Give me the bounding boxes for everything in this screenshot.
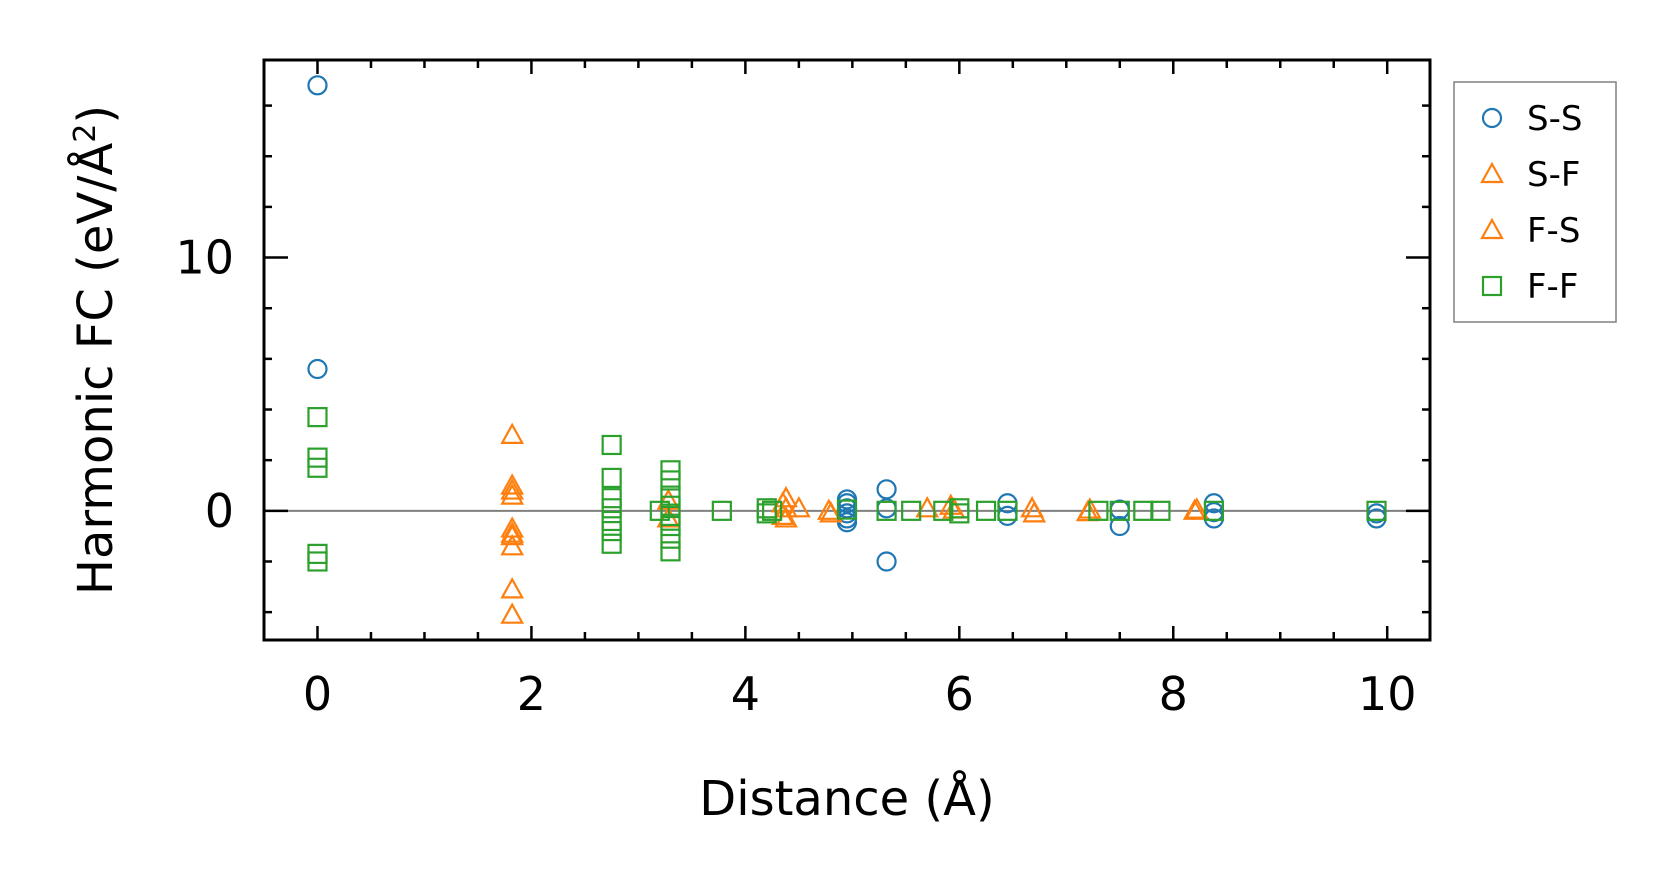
data-point <box>601 488 622 509</box>
data-point <box>1203 500 1225 521</box>
data-point <box>601 467 622 489</box>
legend-label: S-S <box>1527 99 1582 139</box>
data-point <box>660 460 681 481</box>
data-point <box>500 534 525 556</box>
legend-item: F-S <box>1480 211 1580 251</box>
legend-item: S-S <box>1481 99 1582 139</box>
data-point <box>876 551 897 572</box>
y-tick-label: 0 <box>205 484 234 538</box>
data-point <box>500 602 525 624</box>
data-point <box>307 407 328 428</box>
legend-box <box>1453 81 1617 323</box>
y-axis-label: Harmonic FC (eV/Å2) <box>67 105 124 595</box>
data-point <box>997 505 1018 526</box>
data-point <box>876 500 897 521</box>
data-point <box>1020 496 1044 518</box>
x-axis-label: Distance (Å) <box>699 770 994 827</box>
data-point <box>975 500 997 521</box>
data-point <box>500 478 525 500</box>
data-point <box>1184 497 1209 519</box>
data-point <box>915 496 940 518</box>
data-point <box>997 500 1018 521</box>
x-tick-label: 0 <box>303 667 332 721</box>
data-point <box>307 457 328 478</box>
data-point <box>762 500 783 521</box>
y-axis-label-main: Harmonic FC (eV/Å <box>67 143 124 596</box>
data-point <box>660 541 681 562</box>
plot-frame <box>262 58 1432 642</box>
data-point <box>816 498 841 520</box>
data-point <box>307 75 328 96</box>
data-point <box>500 521 525 543</box>
data-point <box>1366 500 1387 521</box>
data-point <box>307 551 328 572</box>
data-point <box>307 358 328 380</box>
data-point <box>1182 498 1207 520</box>
x-tick-label: 10 <box>1358 667 1417 721</box>
data-point <box>500 523 525 546</box>
data-point <box>500 483 525 505</box>
legend-label: S-F <box>1527 155 1580 195</box>
data-point <box>660 515 681 537</box>
legend: S-S S-F F-S F-F <box>1453 81 1617 323</box>
y-tick-label: 10 <box>175 231 234 285</box>
legend-marker <box>1481 275 1503 297</box>
data-point <box>770 503 795 525</box>
x-tick-label: 2 <box>517 667 546 721</box>
data-point <box>649 500 670 521</box>
data-point <box>876 479 897 500</box>
x-tick-label: 6 <box>945 667 974 721</box>
data-point <box>660 485 681 506</box>
data-point <box>756 503 777 524</box>
series-f-f <box>307 407 1387 572</box>
legend-item: F-F <box>1481 267 1578 307</box>
legend-marker <box>1480 217 1504 240</box>
data-point <box>500 473 525 495</box>
x-tick-label: 4 <box>731 667 760 721</box>
y-axis-label-close: ) <box>68 105 124 124</box>
x-tick-label: 8 <box>1159 667 1188 721</box>
data-point <box>500 422 525 444</box>
data-point <box>601 520 622 542</box>
data-point <box>786 496 811 518</box>
series-s-s <box>307 75 1387 572</box>
data-point <box>711 500 732 521</box>
data-point <box>307 447 328 468</box>
y-axis-label-superscript: 2 <box>68 124 103 143</box>
data-point <box>1088 500 1109 521</box>
data-point <box>933 500 954 521</box>
legend-label: F-S <box>1527 211 1580 251</box>
data-point <box>836 499 858 520</box>
data-point <box>601 533 622 554</box>
legend-marker <box>1480 161 1504 184</box>
legend-marker <box>1481 107 1503 129</box>
data-point <box>601 434 622 456</box>
data-point <box>601 510 622 532</box>
legend-item: S-F <box>1480 155 1580 195</box>
data-point <box>660 505 681 526</box>
data-point <box>660 495 681 516</box>
legend-label: F-F <box>1527 267 1578 307</box>
data-point <box>949 503 970 524</box>
data-point <box>660 528 681 549</box>
data-point <box>1150 500 1171 521</box>
data-point <box>660 470 681 491</box>
data-point <box>901 500 922 521</box>
data-point <box>601 498 622 519</box>
data-point <box>1109 515 1130 537</box>
data-point <box>500 577 525 599</box>
data-point <box>1109 500 1130 521</box>
data-point <box>1109 499 1130 520</box>
data-point <box>307 543 328 564</box>
